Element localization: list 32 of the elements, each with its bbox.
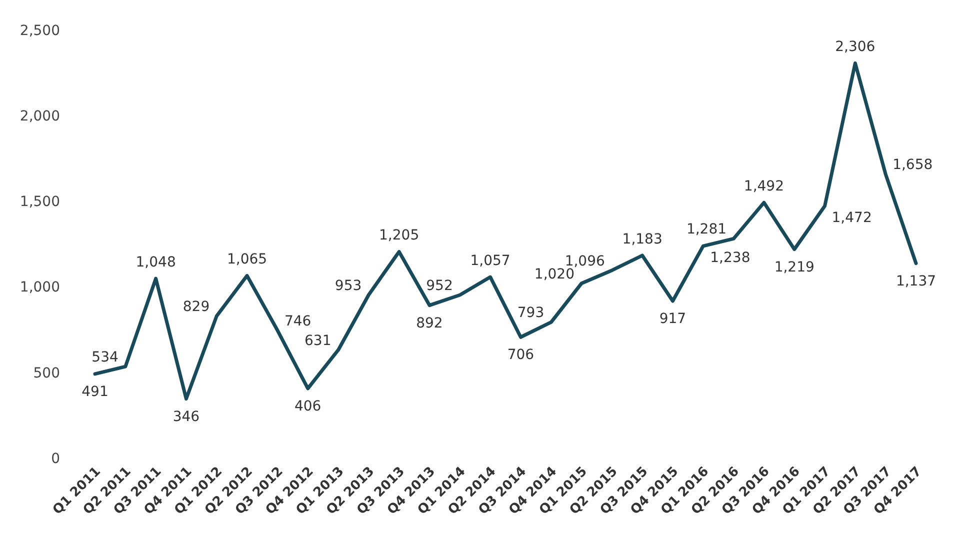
data-label: 1,137 — [896, 273, 936, 290]
data-label: 2,306 — [835, 39, 876, 56]
y-tick-label: 0 — [51, 450, 60, 467]
data-label: 1,658 — [892, 157, 933, 174]
y-tick-label: 2,000 — [20, 108, 60, 124]
data-label: 793 — [517, 305, 544, 322]
data-label: 491 — [82, 384, 108, 400]
data-label: 746 — [284, 313, 312, 330]
data-label: 917 — [659, 311, 686, 328]
data-label: 1,219 — [774, 259, 814, 276]
data-label: 1,048 — [136, 254, 176, 271]
y-tick-label: 500 — [33, 365, 60, 382]
data-label: 1,238 — [710, 250, 750, 266]
data-label: 631 — [304, 332, 332, 349]
y-tick-label: 2,500 — [20, 22, 60, 39]
data-label: 1,472 — [832, 210, 872, 226]
data-label: 1,281 — [686, 222, 727, 238]
data-label: 346 — [172, 408, 200, 425]
y-tick-label: 1,500 — [20, 194, 60, 210]
y-tick-label: 1,000 — [20, 280, 60, 296]
data-label: 706 — [507, 347, 534, 364]
data-label: 1,492 — [744, 178, 784, 195]
data-label: 953 — [334, 278, 362, 294]
data-label: 892 — [416, 315, 443, 332]
data-label: 1,065 — [226, 252, 268, 268]
data-label: 406 — [294, 398, 322, 414]
data-label: 1,205 — [379, 228, 420, 244]
data-label: 952 — [426, 278, 453, 294]
data-label: 534 — [92, 350, 118, 366]
data-label: 829 — [182, 299, 210, 316]
data-label: 1,057 — [470, 253, 510, 270]
data-label: 1,183 — [622, 231, 662, 248]
